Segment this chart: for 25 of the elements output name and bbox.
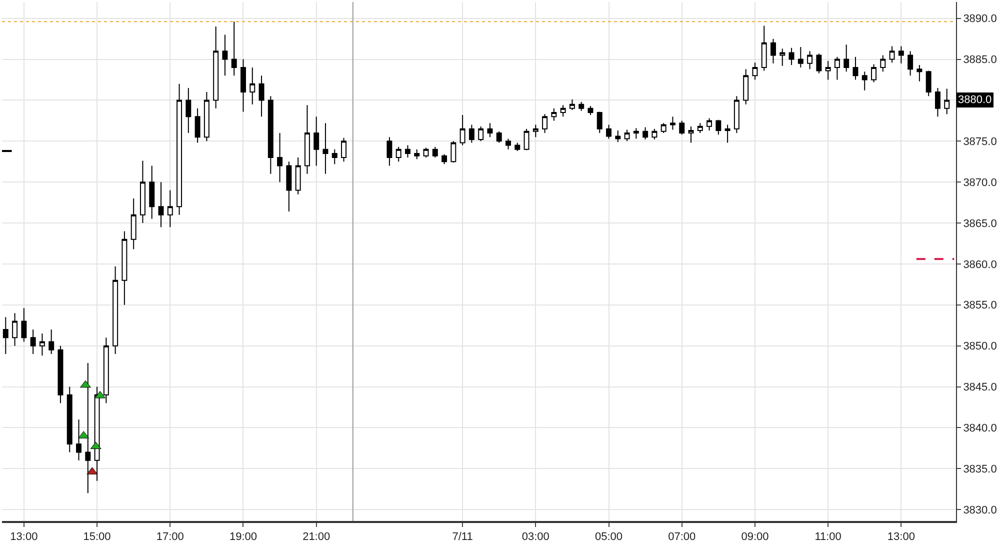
y-tick-label: 3850.0 [963, 340, 997, 353]
y-tick-label: 3830.0 [963, 504, 997, 516]
x-tick-label: 19:00 [229, 531, 258, 544]
x-tick-label: 17:00 [156, 531, 184, 544]
y-tick-label: 3860.0 [963, 258, 997, 271]
x-tick-label: 03:00 [522, 531, 550, 544]
x-tick-label: 15:00 [83, 531, 111, 544]
y-tick-label: 3890.0 [963, 13, 997, 26]
x-tick-label: 7/11 [452, 531, 473, 544]
x-tick-label: 21:00 [302, 531, 330, 544]
y-tick-label: 3855.0 [963, 300, 997, 312]
y-tick-label: 3875.0 [963, 136, 997, 148]
y-tick-label: 3885.0 [963, 54, 997, 66]
x-tick-label: 09:00 [741, 531, 769, 544]
y-tick-label: 3870.0 [963, 176, 997, 189]
x-tick-label: 05:00 [594, 531, 623, 544]
x-tick-label: 11:00 [814, 531, 842, 544]
y-tick-label: 3865.0 [963, 218, 997, 230]
y-tick-label: 3845.0 [963, 382, 997, 394]
x-tick-label: 07:00 [668, 531, 696, 544]
y-tick-label: 3840.0 [963, 422, 997, 435]
y-tick-label: 3835.0 [963, 463, 997, 476]
x-tick-label: 13:00 [887, 531, 915, 544]
x-tick-label: 13:00 [10, 531, 38, 544]
text: 3880.0 [958, 94, 992, 106]
